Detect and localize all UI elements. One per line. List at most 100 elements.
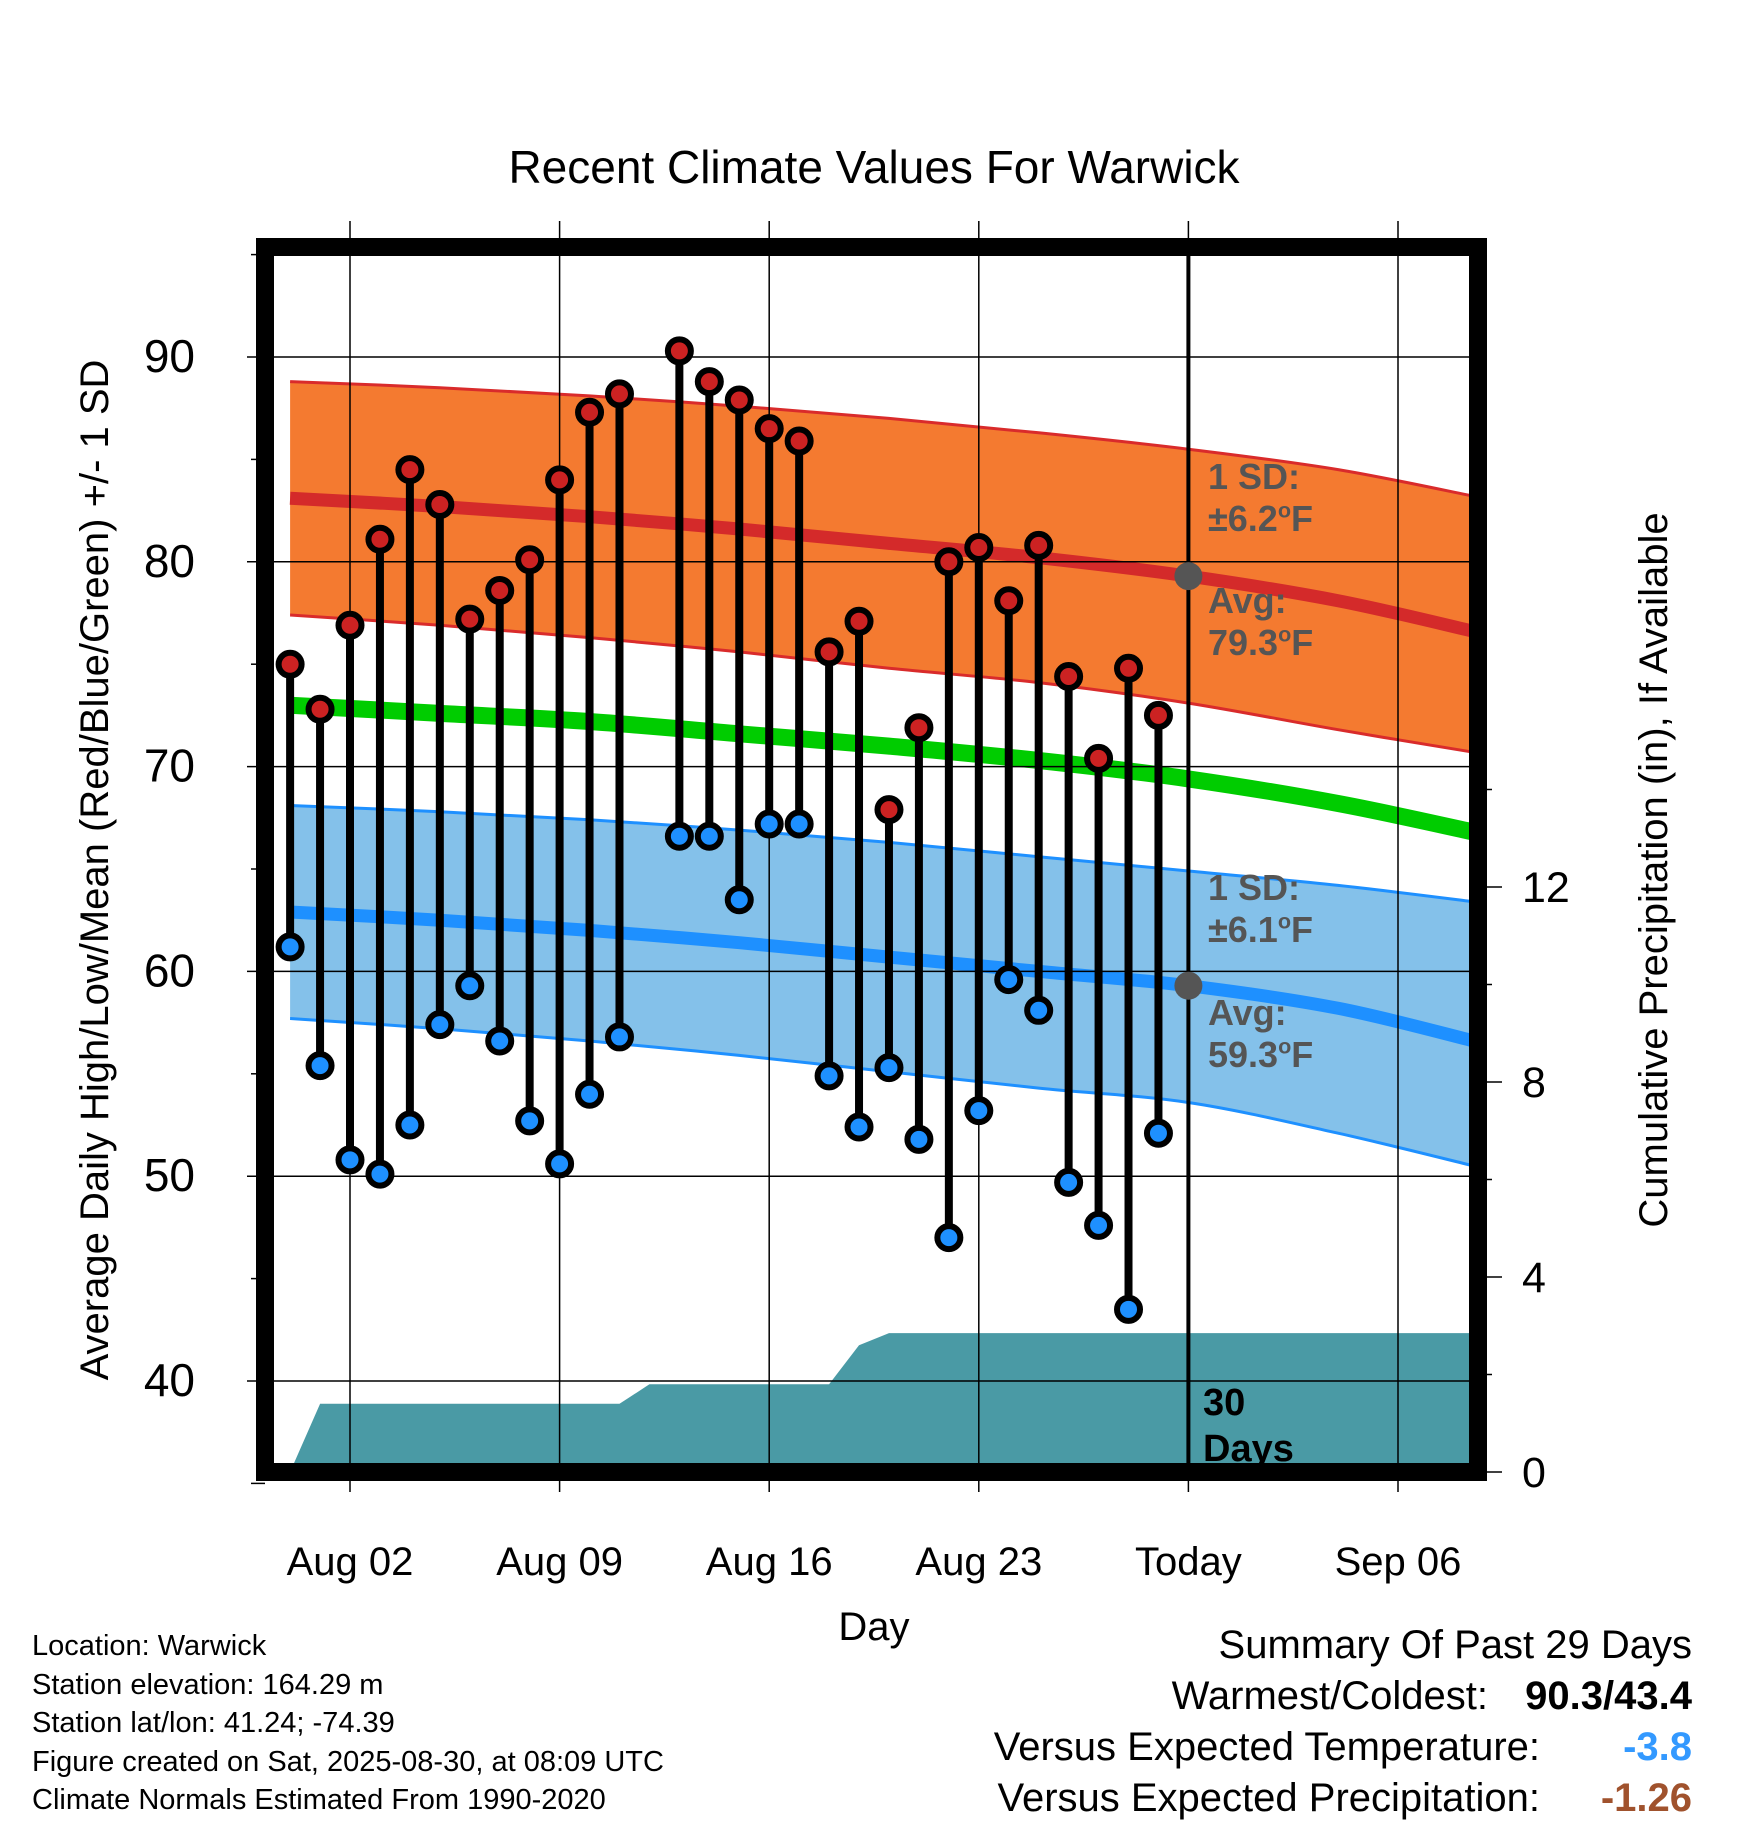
y2-tick-label: 0 (1522, 1449, 1546, 1497)
precip-value: -1.26 (1600, 1776, 1692, 1820)
low-avg-label: Avg: 59.3oF (1208, 992, 1313, 1075)
low-point (784, 809, 814, 839)
low-point (964, 1096, 994, 1126)
high-point (694, 367, 724, 397)
low-point (904, 1124, 934, 1154)
high-upper-line (290, 380, 1475, 498)
high-point (1143, 700, 1173, 730)
temp-label: Versus Expected Temperature: (993, 1725, 1540, 1769)
low-point (1024, 995, 1054, 1025)
plot-frame (256, 238, 1487, 1481)
x-tick-label: Aug 16 (706, 1540, 833, 1584)
low-point (724, 885, 754, 915)
x-tick-label: Aug 02 (287, 1540, 414, 1584)
y2-tick-label: 4 (1522, 1254, 1546, 1302)
summary-title: Summary Of Past 29 Days (1218, 1623, 1692, 1667)
low-point (934, 1223, 964, 1253)
low-point (1084, 1210, 1114, 1240)
high-point (485, 575, 515, 605)
low-avg-marker (1174, 971, 1203, 1000)
elevation-text: Station elevation: 164.29 m (32, 1668, 384, 1701)
temp-value: -3.8 (1623, 1725, 1692, 1769)
high-point (964, 532, 994, 562)
low-point (604, 1022, 634, 1052)
x-tick-label: Aug 09 (496, 1540, 623, 1584)
warm-cold-value: 90.3/43.4 (1525, 1674, 1692, 1718)
low-point (575, 1079, 605, 1109)
low-point (844, 1112, 874, 1142)
y-tick-label: 50 (144, 1149, 195, 1201)
created-text: Figure created on Sat, 2025-08-30, at 08… (32, 1745, 664, 1778)
mean-line (289, 696, 1476, 841)
high-point (1084, 743, 1114, 773)
high-point (1114, 653, 1144, 683)
high-avg-marker (1174, 562, 1203, 591)
high-point (934, 547, 964, 577)
high-point (994, 586, 1024, 616)
low-point (874, 1053, 904, 1083)
y-axis-label: Average Daily High/Low/Mean (Red/Blue/Gr… (73, 360, 117, 1381)
normals-text: Climate Normals Estimated From 1990-2020 (32, 1784, 606, 1816)
high-point (335, 610, 365, 640)
high-point (724, 385, 754, 415)
low-point (1054, 1167, 1084, 1197)
y2-axis-label: Cumulative Precipitation (in), If Availa… (1632, 512, 1676, 1227)
y-tick-label: 60 (144, 944, 195, 996)
high-sd-label: 1 SD: ±6.2oF (1208, 456, 1313, 539)
high-point (814, 637, 844, 667)
x-tick-label: Sep 06 (1335, 1540, 1462, 1584)
summary-precip: Versus Expected Precipitation: -1.26 (994, 1773, 1692, 1824)
y-tick-label: 90 (144, 330, 195, 382)
y2-tick-label: 12 (1522, 864, 1570, 912)
high-point (1054, 661, 1084, 691)
low-point (545, 1149, 575, 1179)
x-tick-label: Aug 23 (915, 1540, 1042, 1584)
high-avg-label: Avg: 79.3oF (1208, 580, 1313, 663)
y-tick-label: 40 (144, 1354, 195, 1406)
station-info: Location: Warwick Station elevation: 164… (32, 1627, 664, 1820)
low-point (425, 1010, 455, 1040)
y-tick-label: 80 (144, 535, 195, 587)
low-point (275, 932, 305, 962)
low-point (994, 965, 1024, 995)
x-axis-label: Day (838, 1605, 909, 1649)
high-point (545, 465, 575, 495)
y-tick-label: 70 (144, 740, 195, 792)
low-point (1114, 1294, 1144, 1324)
high-point (664, 336, 694, 366)
chart-title: Recent Climate Values For Warwick (508, 141, 1240, 193)
high-point (515, 545, 545, 575)
today-days-label: 30 Days (1203, 1382, 1294, 1470)
low-point (485, 1026, 515, 1056)
low-point (335, 1145, 365, 1175)
x-tick-label: Today (1135, 1540, 1242, 1584)
low-point (305, 1051, 335, 1081)
high-point (275, 649, 305, 679)
high-mean-line (289, 491, 1476, 638)
low-point (365, 1159, 395, 1189)
high-lower-line (289, 613, 1475, 754)
low-point (664, 821, 694, 851)
high-point (784, 426, 814, 456)
warm-cold-label: Warmest/Coldest: (1171, 1674, 1488, 1718)
high-point (904, 713, 934, 743)
high-point (395, 455, 425, 485)
precip-area (290, 1333, 1475, 1472)
high-point (844, 606, 874, 636)
high-point (365, 524, 395, 554)
summary-warm-cold: Warmest/Coldest: 90.3/43.4 (994, 1671, 1692, 1722)
high-point (455, 604, 485, 634)
low-point (754, 809, 784, 839)
low-point (395, 1110, 425, 1140)
high-point (305, 694, 335, 724)
low-sd-label: 1 SD: ±6.1oF (1208, 867, 1313, 950)
location-text: Location: Warwick (32, 1630, 267, 1662)
high-point (604, 379, 634, 409)
summary-temp: Versus Expected Temperature: -3.8 (994, 1722, 1692, 1773)
y2-tick-label: 8 (1522, 1059, 1546, 1107)
daily-range-bars (275, 336, 1203, 1324)
high-point (425, 489, 455, 519)
chart-labels: Recent Climate Values For Warwick4050607… (73, 141, 1676, 1649)
high-point (754, 414, 784, 444)
